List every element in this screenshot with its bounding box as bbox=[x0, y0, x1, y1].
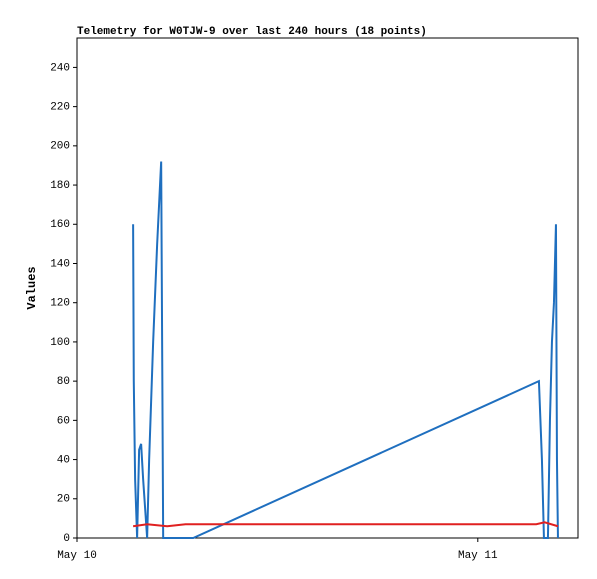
series-line bbox=[132, 521, 559, 528]
y-tick-label: 80 bbox=[57, 376, 70, 388]
y-tick-label: 120 bbox=[50, 298, 70, 310]
y-tick-label: 180 bbox=[50, 180, 70, 192]
y-tick-label: 40 bbox=[57, 454, 70, 466]
y-tick-label: 160 bbox=[50, 219, 70, 231]
y-tick-label: 220 bbox=[50, 102, 70, 114]
plot-frame bbox=[76, 37, 579, 539]
y-tick-label: 60 bbox=[57, 415, 70, 427]
x-tick-label: May 11 bbox=[458, 550, 498, 562]
y-tick-label: 20 bbox=[57, 494, 70, 506]
y-tick-label: 240 bbox=[50, 62, 70, 74]
y-tick-label: 200 bbox=[50, 141, 70, 153]
y-axis-label: Values bbox=[25, 266, 39, 309]
y-tick-label: 140 bbox=[50, 258, 70, 270]
y-tick-label: 0 bbox=[63, 533, 70, 545]
x-tick-label: May 10 bbox=[57, 550, 97, 562]
y-tick-label: 100 bbox=[50, 337, 70, 349]
chart-title: Telemetry for W0TJW-9 over last 240 hour… bbox=[77, 26, 427, 38]
series-line bbox=[132, 161, 559, 539]
